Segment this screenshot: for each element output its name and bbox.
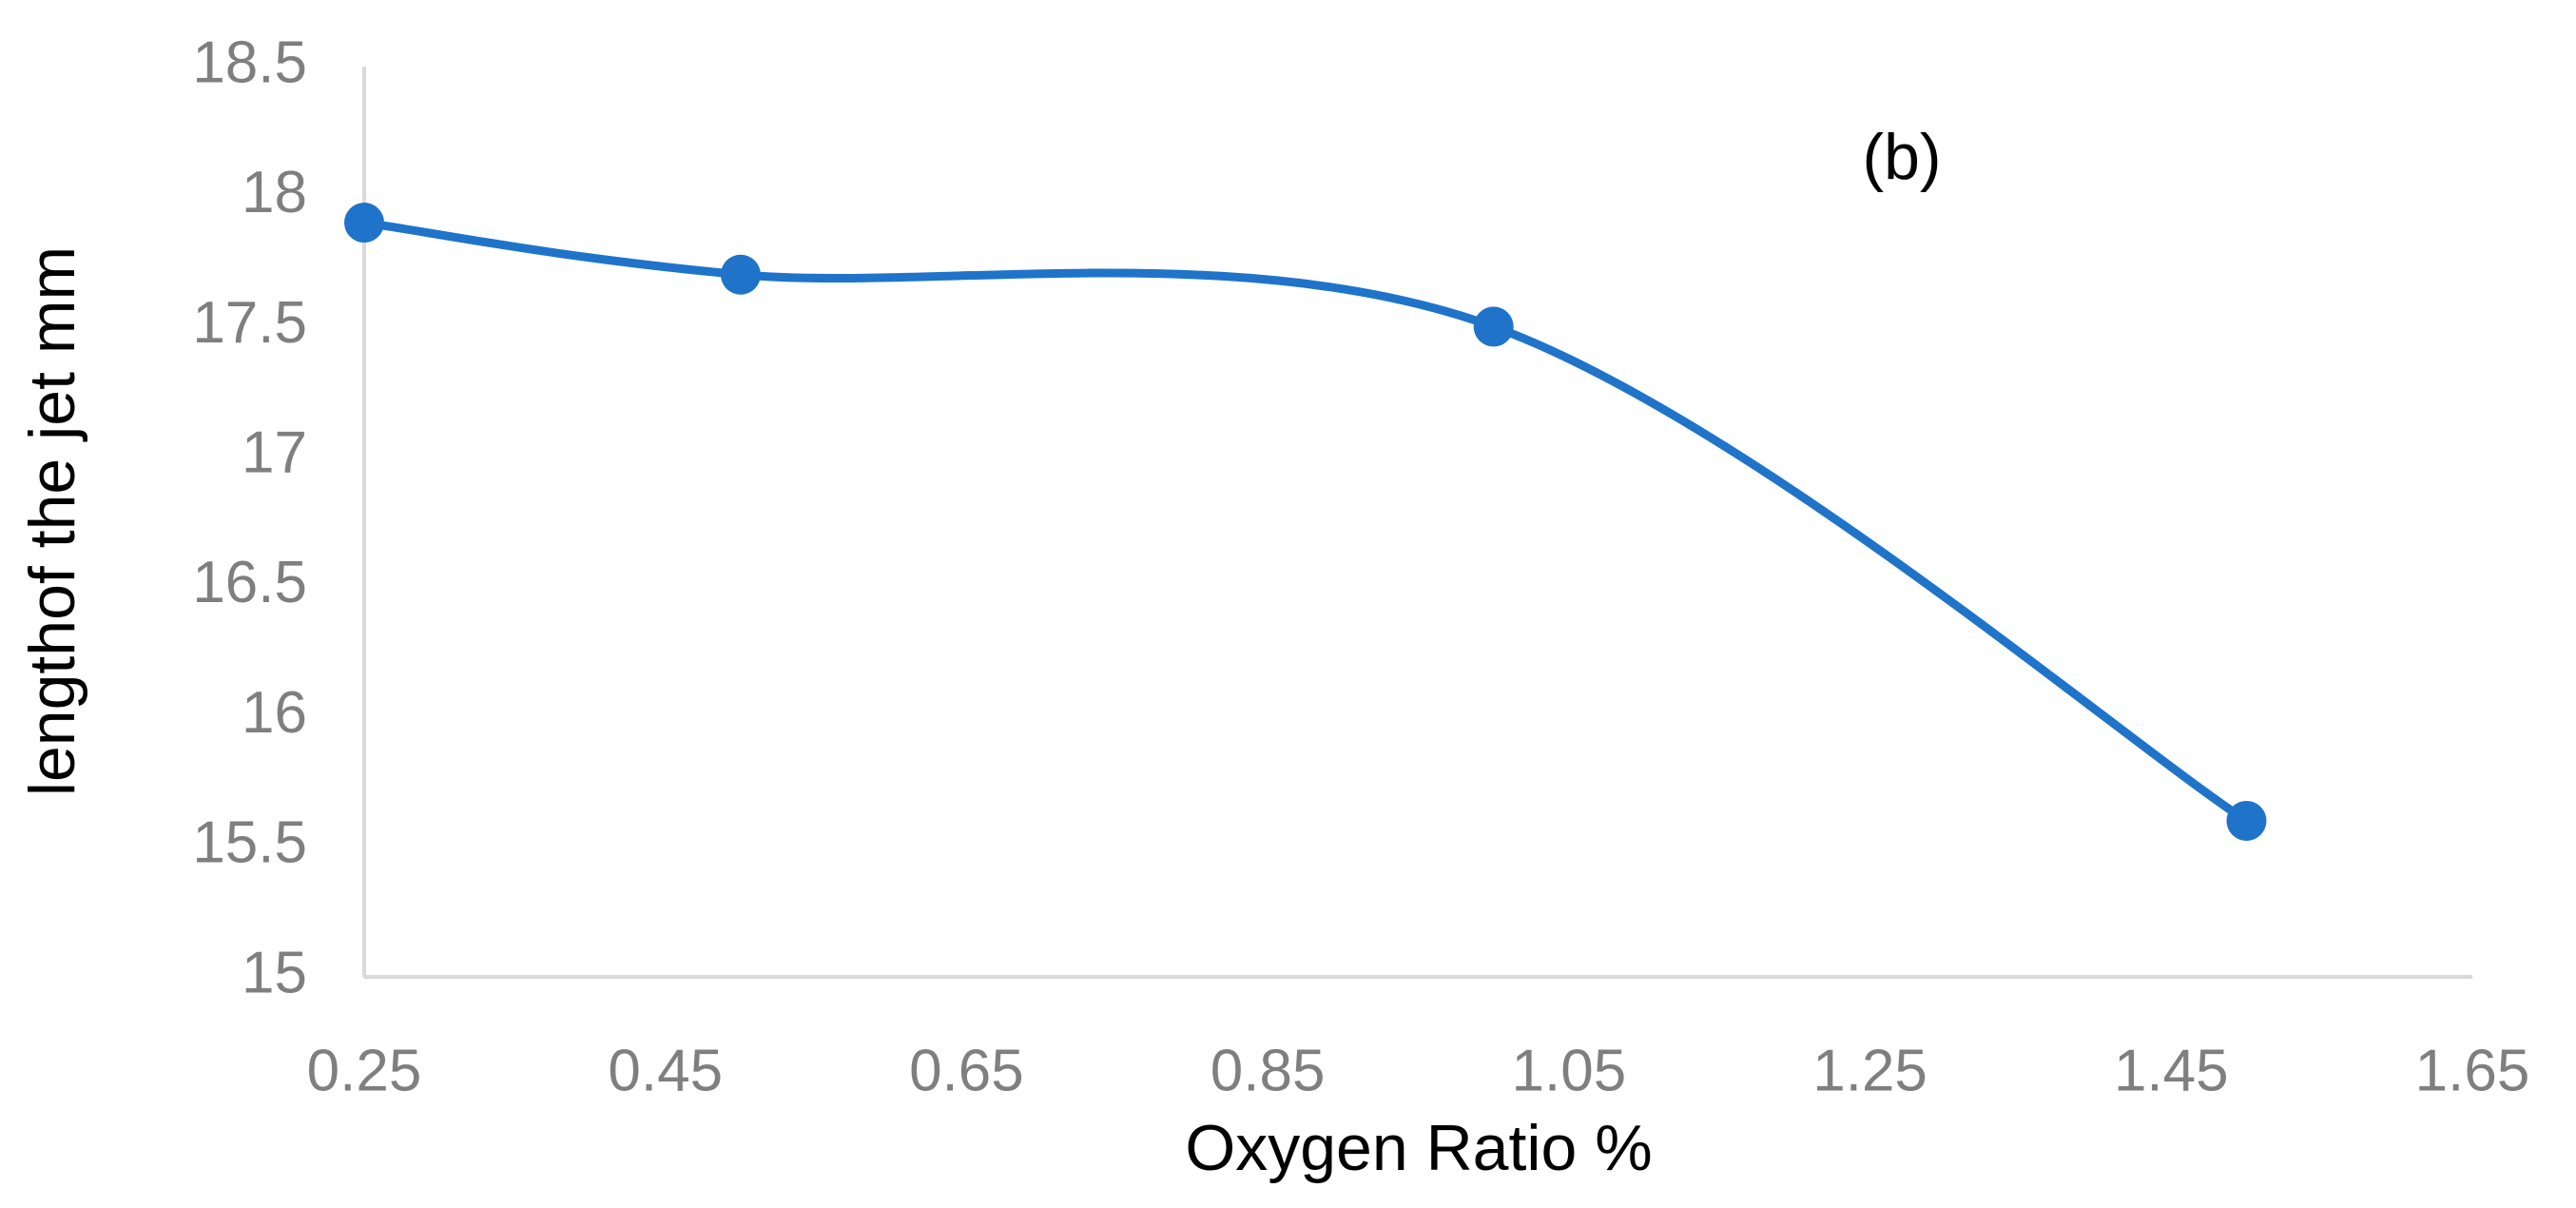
y-tick-label: 15: [242, 940, 307, 1005]
x-tick-label: 0.65: [909, 1038, 1024, 1103]
data-point: [720, 254, 761, 295]
y-tick-label: 17.5: [192, 290, 307, 356]
y-tick-label: 17: [242, 420, 307, 486]
data-point: [2226, 800, 2267, 841]
x-tick-label: 1.05: [1512, 1038, 1627, 1103]
annotation: (b): [1862, 121, 1941, 193]
data-point: [1473, 306, 1514, 347]
x-tick-label: 0.85: [1211, 1038, 1326, 1103]
data-point: [344, 203, 384, 244]
x-tick-label: 0.25: [307, 1038, 422, 1103]
x-tick-label: 1.65: [2415, 1038, 2530, 1103]
x-tick-label: 1.45: [2114, 1038, 2229, 1103]
data-line: [363, 218, 2249, 825]
y-tick-label: 15.5: [192, 810, 307, 876]
y-tick-label: 18.5: [192, 29, 307, 95]
y-axis-title: lengthof the jet mm: [16, 246, 88, 796]
x-tick-label: 1.25: [1812, 1038, 1927, 1103]
x-axis-title: Oxygen Ratio %: [1185, 1112, 1652, 1184]
x-tick-label: 0.45: [608, 1038, 723, 1103]
y-tick-label: 16: [242, 680, 307, 746]
y-tick-label: 16.5: [192, 550, 307, 615]
y-tick-label: 18: [242, 160, 307, 225]
